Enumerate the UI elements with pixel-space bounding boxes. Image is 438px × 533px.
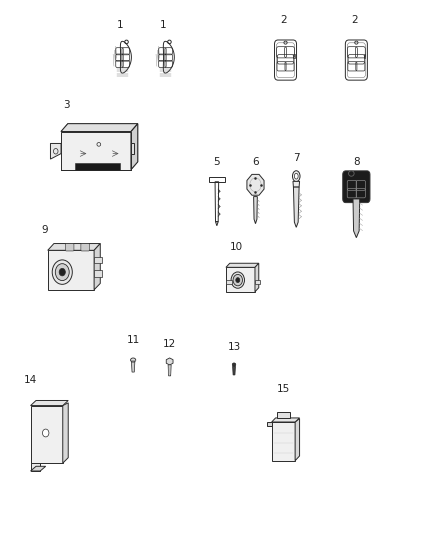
Polygon shape <box>166 358 173 365</box>
Text: 10: 10 <box>230 243 243 253</box>
Text: 1: 1 <box>117 20 124 30</box>
Polygon shape <box>226 263 259 268</box>
Ellipse shape <box>231 272 244 288</box>
Ellipse shape <box>55 264 69 280</box>
Polygon shape <box>31 400 68 406</box>
Ellipse shape <box>131 358 136 362</box>
Polygon shape <box>63 403 68 463</box>
Text: 15: 15 <box>277 384 290 394</box>
Polygon shape <box>61 132 131 169</box>
Text: 2: 2 <box>351 14 357 25</box>
Polygon shape <box>50 143 61 159</box>
Polygon shape <box>267 422 272 426</box>
Text: 11: 11 <box>127 335 140 345</box>
Polygon shape <box>48 251 94 290</box>
Polygon shape <box>272 422 295 461</box>
Text: 7: 7 <box>293 153 300 163</box>
Ellipse shape <box>52 260 72 284</box>
Text: 2: 2 <box>280 14 287 25</box>
Polygon shape <box>31 466 46 471</box>
Text: 8: 8 <box>353 157 360 167</box>
Polygon shape <box>295 418 300 461</box>
Bar <box>293 54 294 58</box>
Polygon shape <box>277 412 290 418</box>
Polygon shape <box>131 362 135 372</box>
Polygon shape <box>272 418 300 422</box>
Ellipse shape <box>236 278 240 282</box>
Polygon shape <box>31 406 63 463</box>
Ellipse shape <box>59 268 65 276</box>
Bar <box>94 257 102 263</box>
Polygon shape <box>255 263 259 292</box>
Text: 9: 9 <box>42 224 49 235</box>
FancyBboxPatch shape <box>343 171 370 203</box>
Bar <box>364 54 365 58</box>
Polygon shape <box>131 143 134 154</box>
Text: 12: 12 <box>163 338 176 349</box>
Polygon shape <box>254 197 258 224</box>
Text: 5: 5 <box>214 157 220 167</box>
Polygon shape <box>247 174 264 195</box>
Polygon shape <box>293 181 300 187</box>
Polygon shape <box>75 163 120 169</box>
Text: 3: 3 <box>64 100 70 110</box>
Polygon shape <box>61 124 138 132</box>
FancyBboxPatch shape <box>81 244 89 251</box>
Ellipse shape <box>293 171 300 182</box>
Ellipse shape <box>233 274 243 286</box>
Polygon shape <box>94 244 100 290</box>
Bar <box>94 270 102 277</box>
Text: 6: 6 <box>252 157 259 167</box>
Polygon shape <box>131 124 138 169</box>
Polygon shape <box>48 244 100 251</box>
Bar <box>226 280 232 285</box>
Polygon shape <box>293 187 299 228</box>
Polygon shape <box>31 463 40 471</box>
Bar <box>255 280 260 285</box>
Ellipse shape <box>42 429 49 437</box>
Polygon shape <box>168 365 171 376</box>
FancyBboxPatch shape <box>65 244 74 251</box>
Ellipse shape <box>294 173 298 179</box>
Text: 14: 14 <box>24 375 37 385</box>
Ellipse shape <box>232 363 236 366</box>
Polygon shape <box>353 199 360 238</box>
Polygon shape <box>226 268 255 292</box>
Text: 1: 1 <box>160 20 166 30</box>
Text: 13: 13 <box>227 342 240 352</box>
Polygon shape <box>233 366 235 375</box>
